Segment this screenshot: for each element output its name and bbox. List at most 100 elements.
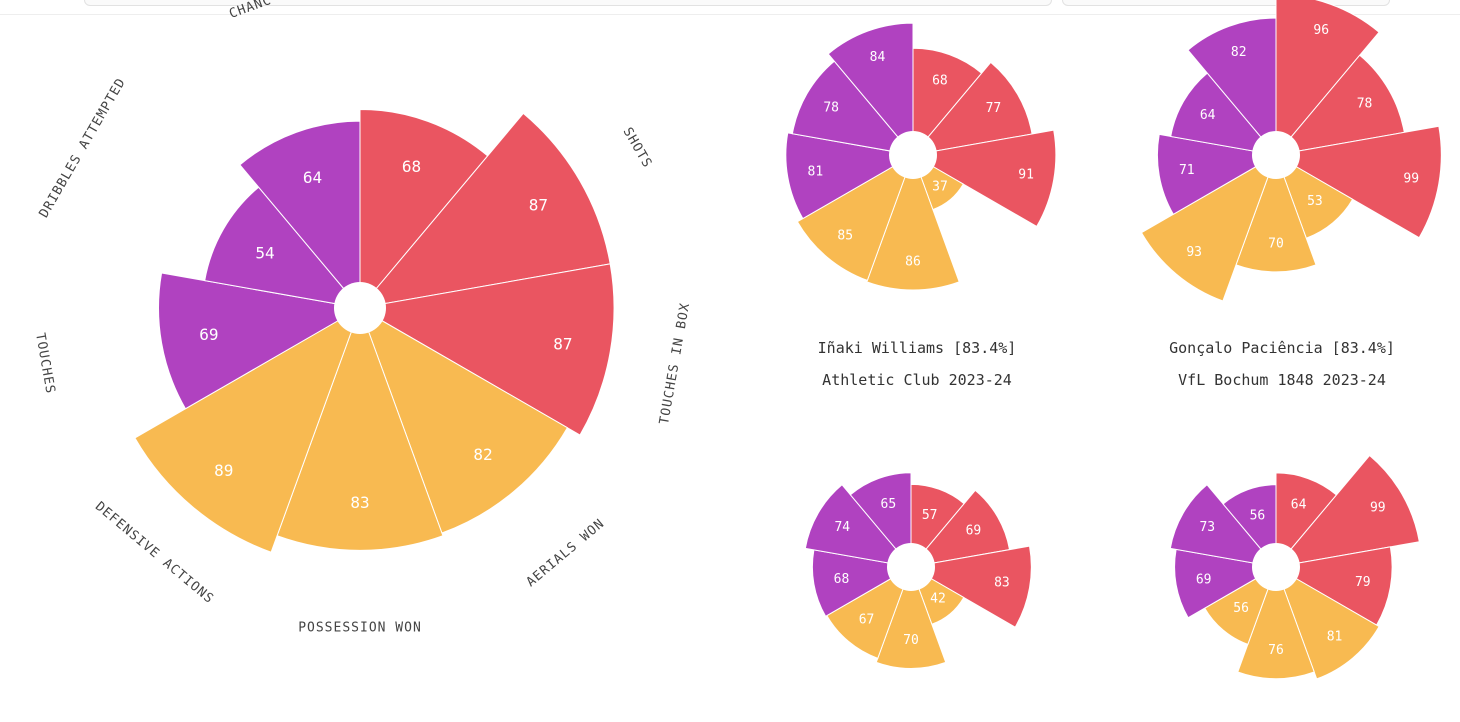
wedge-9 [1187, 17, 1277, 157]
wedge-2 [1274, 54, 1405, 156]
value-label: 53 [1307, 194, 1323, 209]
wedge-3 [1274, 546, 1393, 626]
wedge-5 [875, 565, 947, 669]
value-label: 67 [859, 612, 875, 627]
pizza-chart-4: 57 69 83 42 70 67 68 74 65 [804, 472, 1032, 669]
value-label: 78 [823, 100, 839, 115]
wedge-3 [358, 263, 615, 436]
value-label: 64 [303, 168, 322, 187]
value-label: 54 [255, 244, 274, 263]
pizza-chart-1: 68 87 87 82 83 89 69 54 64 SHOTS TOUCHES IN BOX AER… [32, 0, 693, 636]
value-label: 87 [529, 195, 548, 214]
value-label: 81 [808, 165, 824, 180]
wedge-9 [239, 120, 361, 310]
value-label: 74 [834, 520, 850, 535]
value-label: 56 [1250, 508, 1266, 523]
value-label: 76 [1268, 643, 1284, 658]
wedge-7 [785, 132, 915, 220]
value-label: 81 [1327, 629, 1343, 644]
wedge-6 [826, 565, 912, 659]
value-label: 77 [986, 101, 1002, 116]
value-label: 69 [1196, 572, 1212, 587]
value-label: 96 [1313, 23, 1329, 38]
wedge-2 [911, 61, 1033, 156]
value-label: 82 [473, 445, 492, 464]
category-label: SHOTS [620, 125, 655, 171]
value-label: 69 [199, 325, 218, 344]
wedge-2 [1274, 454, 1420, 568]
wedge-1 [912, 47, 983, 157]
wedge-9 [849, 472, 912, 569]
category-label: AERIALS WON [524, 516, 608, 590]
wedge-7 [1157, 133, 1278, 215]
value-label: 86 [905, 255, 921, 270]
value-label: 68 [402, 157, 421, 176]
value-label: 42 [930, 592, 946, 607]
value-label: 87 [553, 334, 572, 353]
wedge-9 [1222, 484, 1277, 569]
wedge-7 [158, 272, 362, 410]
value-label: 99 [1370, 501, 1386, 516]
wedge-6 [796, 153, 914, 282]
pizza-chart-2: 68 77 91 37 86 85 81 78 84 [785, 22, 1057, 291]
value-label: 70 [903, 633, 919, 648]
player-caption: Gonçalo Paciência [83.4%] [1169, 339, 1395, 357]
player-caption: Iñaki Williams [83.4%] [818, 339, 1017, 357]
value-label: 83 [994, 576, 1010, 591]
wedge-1 [1275, 472, 1338, 569]
value-label: 69 [966, 523, 982, 538]
center-hole [887, 543, 935, 591]
wedge-3 [1274, 125, 1442, 239]
value-label: 56 [1233, 601, 1249, 616]
value-label: 64 [1291, 497, 1307, 512]
center-hole [334, 282, 386, 334]
wedge-2 [909, 489, 1011, 568]
value-label: 99 [1403, 171, 1419, 186]
value-label: 83 [350, 493, 369, 512]
value-label: 70 [1268, 236, 1284, 251]
value-label: 68 [834, 572, 850, 587]
wedge-8 [804, 484, 913, 568]
wedge-8 [791, 60, 915, 156]
category-label: POSSESSION WON [298, 621, 422, 636]
wedge-1 [1275, 0, 1380, 157]
wedge-5 [1237, 565, 1315, 680]
wedge-3 [911, 129, 1057, 228]
team-caption: VfL Bochum 1848 2023-24 [1178, 371, 1386, 389]
value-label: 93 [1186, 245, 1202, 260]
value-label: 37 [932, 180, 948, 195]
wedge-6 [1140, 153, 1277, 302]
wedge-4 [359, 306, 569, 534]
center-hole [889, 131, 937, 179]
wedge-8 [1169, 484, 1278, 568]
value-label: 89 [214, 461, 233, 480]
wedge-6 [134, 306, 361, 553]
center-hole [1252, 543, 1300, 591]
wedge-7 [811, 549, 913, 617]
wedge-4 [1275, 565, 1380, 680]
wedge-5 [1235, 153, 1317, 273]
wedge-9 [827, 22, 914, 157]
wedge-7 [1174, 548, 1278, 619]
wedge-5 [866, 153, 960, 291]
wedge-1 [359, 108, 489, 310]
category-label: DRIBBLES ATTEMPTED [37, 75, 129, 220]
value-label: 85 [837, 228, 853, 243]
value-label: 71 [1179, 163, 1195, 178]
team-caption: Athletic Club 2023-24 [822, 371, 1012, 389]
value-label: 91 [1018, 167, 1034, 182]
category-label: CHANC [227, 0, 274, 22]
category-label: TOUCHES [32, 332, 58, 395]
value-label: 79 [1355, 575, 1371, 590]
wedge-8 [204, 186, 362, 309]
value-label: 65 [881, 497, 897, 512]
wedge-8 [1170, 72, 1278, 156]
value-label: 68 [932, 73, 948, 88]
center-hole [1252, 131, 1300, 179]
value-label: 78 [1357, 96, 1373, 111]
browser-toolbar [0, 0, 1460, 15]
value-label: 82 [1231, 45, 1247, 60]
value-label: 84 [870, 50, 886, 65]
value-label: 73 [1199, 520, 1215, 535]
